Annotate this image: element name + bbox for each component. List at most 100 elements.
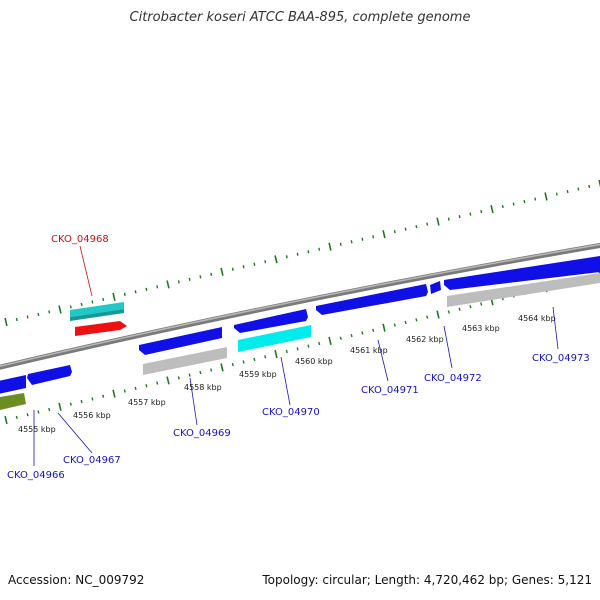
minor-tick	[177, 376, 180, 380]
gene-cko-04973-gray-feature[interactable]	[447, 273, 600, 307]
kbp-label: 4557 kbp	[128, 398, 166, 407]
major-tick	[274, 350, 278, 359]
cds-features	[0, 256, 600, 410]
minor-tick	[393, 230, 396, 234]
minor-tick	[15, 317, 18, 322]
gene-label-cko-04971[interactable]: CKO_04971	[361, 385, 419, 396]
minor-tick	[415, 318, 418, 322]
genome-backbone-highlight	[0, 243, 600, 368]
minor-tick	[577, 187, 580, 191]
gene-label-cko-04972[interactable]: CKO_04972	[424, 373, 482, 384]
minor-tick	[512, 202, 515, 206]
minor-tick	[404, 320, 407, 325]
major-tick	[382, 230, 386, 239]
gene-cko-04972-small-feature[interactable]	[430, 281, 441, 294]
kbp-label: 4555 kbp	[18, 425, 56, 434]
gene-cko-04966-olive-feature[interactable]	[0, 393, 26, 410]
gene-cko-04967-feature[interactable]	[27, 365, 72, 385]
minor-tick	[210, 272, 213, 276]
minor-tick	[469, 305, 472, 309]
minor-tick	[318, 247, 321, 251]
minor-tick	[15, 415, 18, 419]
minor-tick	[242, 360, 245, 364]
gene-label-cko-04968[interactable]: CKO_04968	[51, 234, 109, 245]
minor-tick	[242, 265, 245, 269]
minor-tick	[372, 235, 375, 239]
minor-tick	[523, 199, 526, 204]
minor-tick	[588, 184, 591, 189]
minor-tick	[350, 240, 353, 244]
major-tick	[58, 305, 62, 314]
accession-text: Accession: NC_009792	[8, 573, 145, 587]
gene-label-cko-04967[interactable]: CKO_04967	[63, 455, 121, 466]
gene-label-cko-04973[interactable]: CKO_04973	[532, 353, 590, 364]
gene-label-cko-04969[interactable]: CKO_04969	[173, 428, 231, 439]
gene-cko-04970-feature[interactable]	[234, 309, 308, 333]
minor-tick	[404, 227, 407, 231]
gene-cko-04966-block[interactable]	[0, 375, 26, 394]
leader-cko-04971	[377, 339, 389, 382]
minor-tick	[253, 262, 256, 266]
minor-tick	[458, 307, 461, 311]
major-tick	[220, 363, 224, 372]
kbp-labels: 4555 kbp 4556 kbp 4557 kbp 4558 kbp 4559…	[18, 314, 556, 434]
minor-tick	[415, 225, 418, 229]
gene-cko-04968-feature[interactable]	[70, 302, 124, 317]
minor-tick	[480, 209, 483, 214]
minor-tick	[285, 349, 288, 354]
major-tick	[58, 402, 62, 411]
gene-cko-04971-feature[interactable]	[316, 284, 428, 315]
major-tick	[220, 267, 224, 276]
gene-label-cko-04966[interactable]: CKO_04966	[7, 470, 65, 481]
leader-cko-04973	[552, 306, 559, 350]
minor-tick	[188, 277, 191, 281]
major-tick	[544, 192, 548, 201]
minor-tick	[134, 386, 137, 390]
major-tick	[598, 179, 600, 188]
minor-tick	[480, 302, 483, 306]
label-leaders	[33, 245, 559, 466]
major-tick	[382, 323, 386, 332]
gene-cko-04969-feature[interactable]	[139, 327, 222, 355]
gene-label-cko-04970[interactable]: CKO_04970	[262, 407, 320, 418]
leader-cko-04968	[79, 245, 93, 297]
gene-cko-04969-gray-feature[interactable]	[143, 347, 227, 375]
minor-tick	[361, 331, 364, 335]
kbp-label: 4562 kbp	[406, 335, 444, 344]
minor-tick	[199, 275, 202, 279]
kbp-label: 4559 kbp	[239, 370, 277, 379]
major-tick	[328, 336, 332, 345]
kbp-label: 4564 kbp	[518, 314, 556, 323]
minor-tick	[339, 242, 342, 246]
minor-tick	[264, 260, 267, 264]
minor-tick	[91, 300, 94, 304]
map-title: Citrobacter koseri ATCC BAA-895, complet…	[129, 10, 471, 25]
minor-tick	[318, 341, 321, 346]
minor-tick	[26, 315, 29, 319]
gene-labels: CKO_04966 CKO_04967 CKO_04968 CKO_04969 …	[7, 234, 590, 481]
gene-cko-04970-cyan-feature[interactable]	[238, 325, 311, 352]
minor-tick	[102, 394, 105, 398]
minor-tick	[199, 370, 202, 375]
major-tick	[166, 280, 170, 289]
minor-tick	[264, 355, 267, 359]
major-tick	[112, 292, 116, 301]
kbp-label: 4563 kbp	[462, 324, 500, 333]
genome-backbone	[0, 242, 600, 370]
major-tick	[4, 415, 8, 425]
minor-tick	[210, 368, 213, 372]
kbp-label: 4558 kbp	[184, 383, 222, 392]
gene-cko-04968-rna-feature[interactable]	[75, 321, 127, 336]
leader-cko-04972	[443, 325, 453, 369]
major-tick	[598, 270, 600, 279]
minor-tick	[285, 255, 288, 259]
gene-cko-04973-feature[interactable]	[444, 256, 600, 290]
minor-tick	[102, 297, 105, 302]
minor-tick	[458, 215, 461, 219]
minor-tick	[447, 217, 450, 221]
minor-tick	[80, 302, 83, 307]
minor-tick	[296, 347, 299, 351]
minor-tick	[37, 312, 40, 317]
minor-tick	[156, 381, 159, 385]
